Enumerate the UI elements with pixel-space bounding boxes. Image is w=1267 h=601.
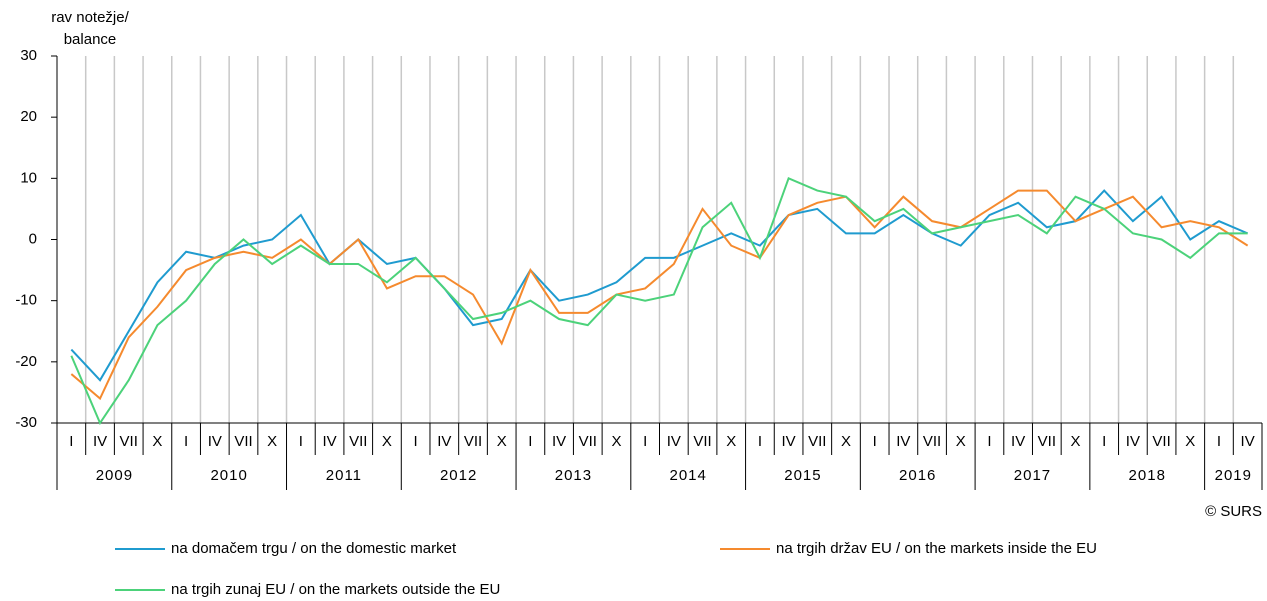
y-tick-label: 10: [20, 169, 37, 186]
y-tick-label: -20: [15, 353, 37, 370]
y-axis-label: balance: [64, 31, 117, 48]
x-tick-label: I: [758, 433, 762, 450]
x-tick-label: X: [382, 433, 392, 450]
year-label: 2010: [210, 467, 247, 484]
x-tick-label: VII: [464, 433, 482, 450]
x-tick-label: IV: [93, 433, 107, 450]
year-label: 2019: [1215, 467, 1252, 484]
year-label: 2011: [326, 467, 362, 484]
y-tick-label: -10: [15, 292, 37, 309]
year-label: 2018: [1129, 467, 1166, 484]
x-tick-label: X: [152, 433, 162, 450]
x-tick-label: IV: [1241, 433, 1255, 450]
x-tick-label: X: [956, 433, 966, 450]
credit: © SURS: [1205, 503, 1262, 520]
x-tick-label: I: [69, 433, 73, 450]
legend-label: na domačem trgu / on the domestic market: [171, 540, 457, 557]
y-tick-label: 30: [20, 47, 37, 64]
year-label: 2012: [440, 467, 477, 484]
y-tick-label: 0: [29, 230, 37, 247]
x-tick-label: X: [1185, 433, 1195, 450]
x-tick-label: IV: [322, 433, 336, 450]
x-tick-label: VII: [923, 433, 941, 450]
x-tick-label: IV: [782, 433, 796, 450]
x-tick-label: VII: [808, 433, 826, 450]
x-tick-label: I: [643, 433, 647, 450]
x-tick-label: VII: [120, 433, 138, 450]
legend-label: na trgih držav EU / on the markets insid…: [776, 540, 1097, 557]
x-tick-label: IV: [896, 433, 910, 450]
y-tick-label: -30: [15, 414, 37, 431]
x-tick-label: I: [1217, 433, 1221, 450]
year-label: 2014: [670, 467, 707, 484]
x-tick-label: I: [1102, 433, 1106, 450]
x-tick-label: I: [414, 433, 418, 450]
x-tick-label: IV: [1011, 433, 1025, 450]
x-tick-label: VII: [234, 433, 252, 450]
year-label: 2017: [1014, 467, 1051, 484]
x-tick-label: VII: [579, 433, 597, 450]
x-tick-label: IV: [437, 433, 451, 450]
year-label: 2009: [96, 467, 133, 484]
x-tick-label: I: [528, 433, 532, 450]
x-tick-label: X: [1071, 433, 1081, 450]
x-tick-label: IV: [208, 433, 222, 450]
x-tick-label: VII: [1038, 433, 1056, 450]
x-tick-label: X: [841, 433, 851, 450]
year-label: 2016: [899, 467, 936, 484]
x-tick-label: X: [726, 433, 736, 450]
x-tick-label: I: [299, 433, 303, 450]
year-label: 2015: [784, 467, 821, 484]
y-tick-label: 20: [20, 108, 37, 125]
x-tick-label: X: [497, 433, 507, 450]
x-tick-label: I: [873, 433, 877, 450]
x-tick-label: I: [987, 433, 991, 450]
legend-label: na trgih zunaj EU / on the markets outsi…: [171, 581, 500, 598]
x-tick-label: X: [267, 433, 277, 450]
x-tick-label: VII: [693, 433, 711, 450]
x-tick-label: IV: [552, 433, 566, 450]
x-tick-label: IV: [1126, 433, 1140, 450]
year-label: 2013: [555, 467, 592, 484]
line: [70, 176, 1248, 426]
line: [70, 189, 1249, 401]
x-tick-label: I: [184, 433, 188, 450]
x-tick-label: IV: [667, 433, 681, 450]
x-tick-label: X: [611, 433, 621, 450]
x-tick-label: VII: [349, 433, 367, 450]
y-axis-label: rav notežje/: [51, 9, 129, 26]
x-tick-label: VII: [1152, 433, 1170, 450]
